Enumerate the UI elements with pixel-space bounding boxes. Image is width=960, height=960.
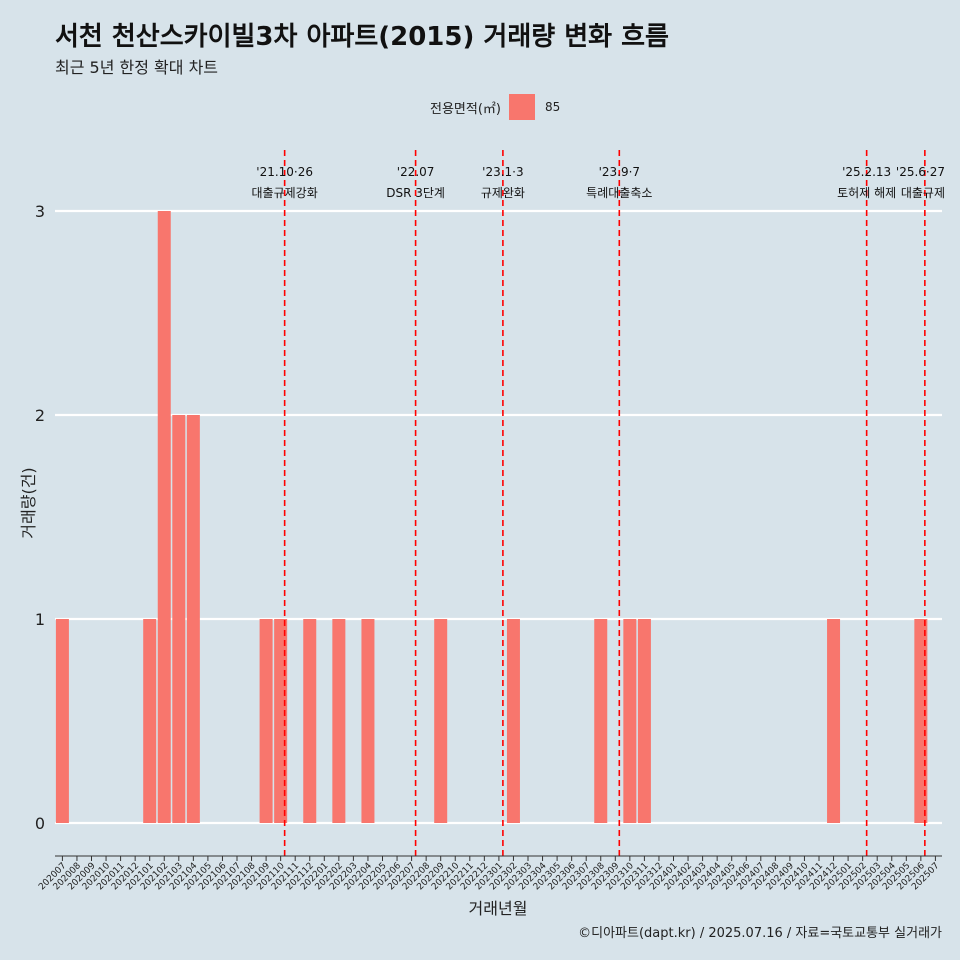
- event-text-label: 특례대출축소: [586, 186, 652, 200]
- bar-202202: [332, 619, 346, 823]
- event-date-label: '22.07: [397, 165, 435, 179]
- bar-202209: [434, 619, 448, 823]
- bar-202310: [623, 619, 637, 823]
- event-date-label: '25.6·27: [896, 165, 945, 179]
- bar-202104: [186, 415, 200, 823]
- y-axis-title: 거래량(건): [19, 467, 38, 538]
- bar-202109: [259, 619, 273, 823]
- bar-202007: [55, 619, 69, 823]
- x-axis-title: 거래년월: [469, 899, 528, 918]
- event-text-label: 대출규제: [901, 186, 945, 200]
- event-text-label: 토허제 해제: [837, 186, 896, 200]
- bar-202412: [827, 619, 841, 823]
- event-date-label: '21.10·26: [256, 165, 313, 179]
- y-tick-label: 1: [35, 610, 45, 629]
- bar-202311: [637, 619, 651, 823]
- event-date-label: '23.9·7: [599, 165, 640, 179]
- event-text-label: 대출규제강화: [252, 186, 318, 200]
- bar-202112: [303, 619, 317, 823]
- source-caption: ©디아파트(dapt.kr) / 2025.07.16 / 자료=국토교통부 실…: [578, 926, 942, 941]
- event-text-label: DSR 3단계: [386, 186, 445, 200]
- bar-202103: [172, 415, 186, 823]
- chart-subtitle: 최근 5년 한정 확대 차트: [55, 58, 219, 77]
- legend-title: 전용면적(㎡): [430, 101, 501, 117]
- x-axis: 2020072020082020092020102020112020122021…: [37, 855, 942, 892]
- gridlines: [55, 209, 942, 825]
- event-text-label: 규제완화: [481, 186, 525, 200]
- bars: [55, 211, 928, 823]
- bar-202102: [157, 211, 171, 823]
- y-tick-label: 3: [35, 202, 45, 221]
- event-date-label: '23.1·3: [482, 165, 523, 179]
- legend-swatch: [508, 94, 535, 120]
- bar-202302: [506, 619, 520, 823]
- y-tick-label: 0: [35, 814, 45, 833]
- y-tick-label: 2: [35, 406, 45, 425]
- y-tick-labels: 0 1 2 3: [35, 202, 45, 833]
- legend: 전용면적(㎡) 85: [430, 94, 560, 120]
- bar-202204: [361, 619, 375, 823]
- legend-label: 85: [544, 100, 561, 114]
- bar-202308: [594, 619, 608, 823]
- event-annotations: '21.10·26 대출규제강화 '22.07 DSR 3단계 '23.1·3 규제완화 '…: [252, 165, 945, 200]
- bar-202101: [143, 619, 157, 823]
- chart-title: 서천 천산스카이빌3차 아파트(2015) 거래량 변화 흐름: [55, 22, 669, 52]
- event-lines: [283, 150, 926, 856]
- event-date-label: '25.2.13: [842, 165, 891, 179]
